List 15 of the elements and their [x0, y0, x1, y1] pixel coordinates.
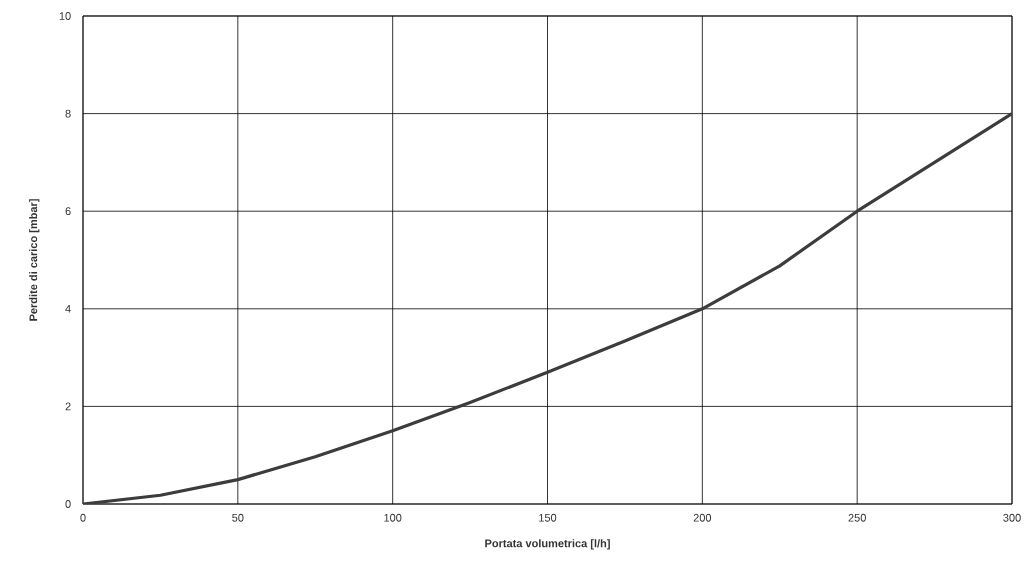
y-tick-label: 0	[65, 500, 71, 508]
x-axis-title: Portata volumetrica [l/h]	[485, 539, 610, 550]
x-tick-label: 250	[848, 513, 866, 522]
y-tick-label: 10	[59, 12, 71, 20]
x-tick-label: 150	[539, 513, 557, 522]
y-tick-label: 6	[65, 207, 71, 216]
y-tick-label: 8	[65, 109, 71, 118]
x-tick-label: 50	[232, 513, 244, 522]
y-axis-title: Perdite di carico [mbar]	[29, 199, 40, 321]
y-tick-label: 2	[65, 402, 71, 411]
x-tick-label: 200	[693, 513, 712, 522]
x-tick-label: 0	[80, 513, 86, 522]
x-tick-label: 300	[1003, 513, 1021, 522]
y-tick-label: 4	[65, 305, 71, 313]
x-tick-label: 100	[384, 513, 402, 522]
